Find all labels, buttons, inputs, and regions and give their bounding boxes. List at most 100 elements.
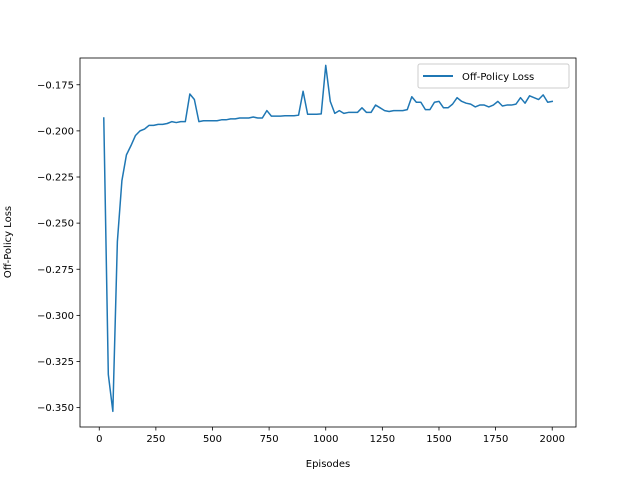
data-point: [230, 118, 232, 120]
data-point: [271, 115, 273, 117]
data-point: [470, 103, 472, 105]
data-point: [248, 117, 250, 119]
data-point: [357, 112, 359, 114]
data-point: [166, 123, 168, 125]
data-point: [465, 102, 467, 104]
data-point: [542, 94, 544, 96]
data-point: [121, 180, 123, 182]
x-tick-label: 500: [203, 434, 222, 445]
x-tick-label: 1000: [313, 434, 338, 445]
data-point: [425, 109, 427, 111]
data-point: [452, 103, 454, 105]
y-tick-label: −0.300: [37, 311, 74, 322]
data-point: [176, 122, 178, 124]
data-point: [108, 374, 110, 376]
data-point: [216, 120, 218, 122]
data-point: [221, 119, 223, 121]
data-point: [275, 115, 277, 117]
data-point: [515, 103, 517, 105]
data-point: [488, 106, 490, 108]
data-point: [325, 65, 327, 67]
data-point: [474, 106, 476, 108]
data-point: [529, 95, 531, 97]
data-point: [461, 101, 463, 103]
data-point: [447, 107, 449, 109]
data-point: [298, 114, 300, 116]
data-point: [502, 105, 504, 107]
data-point: [203, 120, 205, 122]
data-point: [339, 110, 341, 112]
data-point: [547, 102, 549, 104]
data-point: [144, 128, 146, 130]
x-axis-label: Episodes: [306, 459, 350, 470]
data-point: [533, 97, 535, 99]
series-line-0: [103, 64, 554, 413]
data-point: [493, 104, 495, 106]
data-point: [361, 107, 363, 109]
data-point: [126, 154, 128, 156]
y-tick-label: −0.325: [37, 357, 74, 368]
data-point: [207, 120, 209, 122]
legend-box: [417, 63, 570, 89]
data-point: [148, 125, 150, 127]
data-point: [280, 115, 282, 117]
data-point: [162, 124, 164, 126]
data-point: [366, 112, 368, 114]
data-point: [388, 111, 390, 113]
x-tick-label: 250: [146, 434, 165, 445]
x-tick-label: 0: [96, 434, 102, 445]
data-point: [379, 107, 381, 109]
data-point: [180, 121, 182, 123]
plot-area: [79, 57, 577, 428]
data-point: [311, 114, 313, 116]
y-axis-label: Off-Policy Loss: [3, 206, 14, 278]
data-point: [407, 109, 409, 111]
x-tick-label: 2000: [539, 434, 564, 445]
data-point: [443, 107, 445, 109]
data-point: [117, 241, 119, 243]
data-point: [393, 110, 395, 112]
data-point: [284, 115, 286, 117]
data-point: [266, 110, 268, 112]
axes-frame: [79, 57, 577, 428]
data-point: [185, 121, 187, 123]
data-point: [157, 124, 159, 126]
data-point: [420, 102, 422, 104]
data-point: [135, 135, 137, 137]
legend: Off-Policy Loss: [417, 63, 570, 89]
data-point: [293, 115, 295, 117]
data-point: [429, 109, 431, 111]
legend-label: Off-Policy Loss: [462, 72, 534, 83]
x-axis: 0 250 500 750 1000 1250 1500 1750 2000: [96, 427, 565, 445]
data-point: [243, 117, 245, 119]
data-point: [234, 118, 236, 120]
data-point: [384, 110, 386, 112]
data-point: [139, 130, 141, 132]
data-point: [253, 116, 255, 118]
data-point: [212, 120, 214, 122]
data-point: [551, 101, 553, 103]
data-point: [538, 99, 540, 101]
data-point: [497, 101, 499, 103]
data-point: [397, 110, 399, 112]
data-point: [402, 110, 404, 112]
y-tick-label: −0.225: [37, 173, 74, 184]
y-axis: −0.350 −0.325 −0.300 −0.275 −0.250 −0.225 −0.2…: [37, 80, 80, 414]
data-point: [225, 119, 227, 121]
x-tick-label: 750: [260, 434, 279, 445]
data-point: [189, 93, 191, 95]
data-point: [307, 114, 309, 116]
y-tick-label: −0.175: [37, 80, 74, 91]
data-point: [438, 101, 440, 103]
data-point: [370, 112, 372, 114]
data-point: [320, 113, 322, 115]
data-point: [112, 411, 114, 413]
data-point: [520, 97, 522, 99]
data-point: [330, 101, 332, 103]
data-point: [194, 99, 196, 101]
data-point: [171, 121, 173, 123]
data-point: [375, 104, 377, 106]
data-point: [456, 97, 458, 99]
data-point: [411, 96, 413, 98]
